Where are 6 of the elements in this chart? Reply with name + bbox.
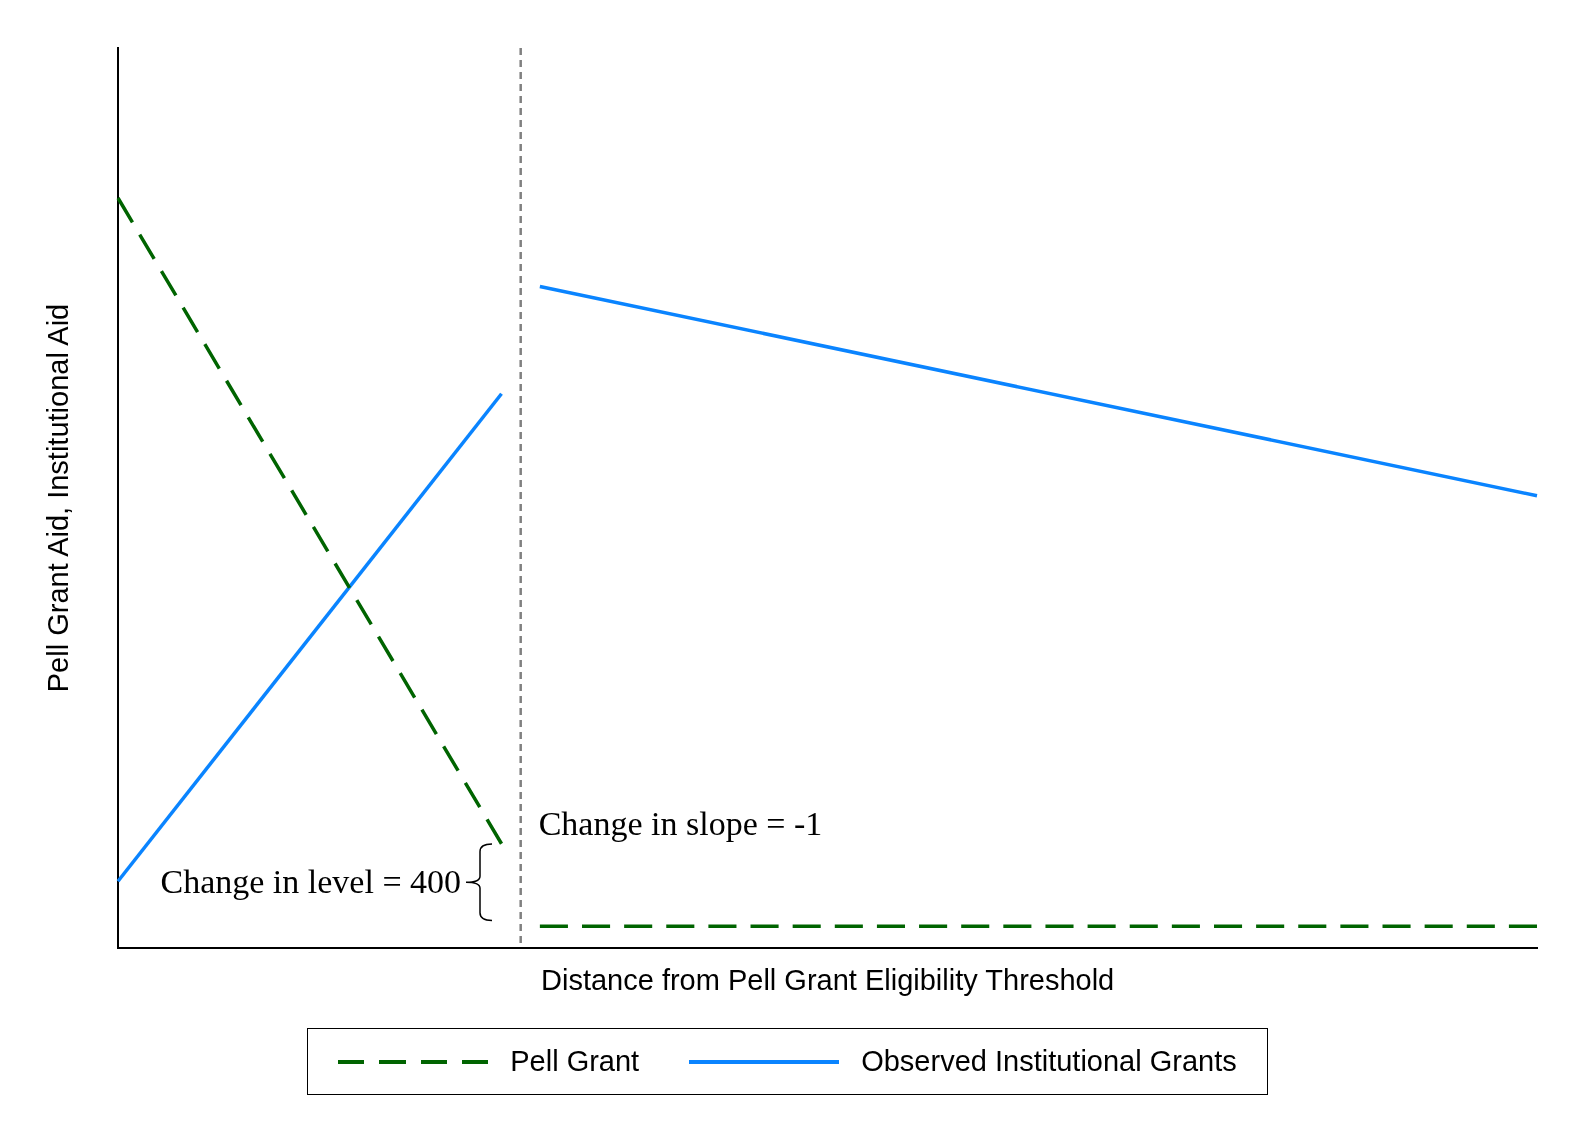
y-axis-title: Pell Grant Aid, Institutional Aid (41, 303, 75, 693)
legend-label: Pell Grant (510, 1045, 640, 1078)
legend-label: Observed Institutional Grants (861, 1045, 1237, 1078)
annotation: Change in slope = -1 (538, 804, 823, 843)
annotation: Change in level = 400 (160, 863, 462, 901)
x-axis-title: Distance from Pell Grant Eligibility Threshold (541, 964, 1115, 997)
